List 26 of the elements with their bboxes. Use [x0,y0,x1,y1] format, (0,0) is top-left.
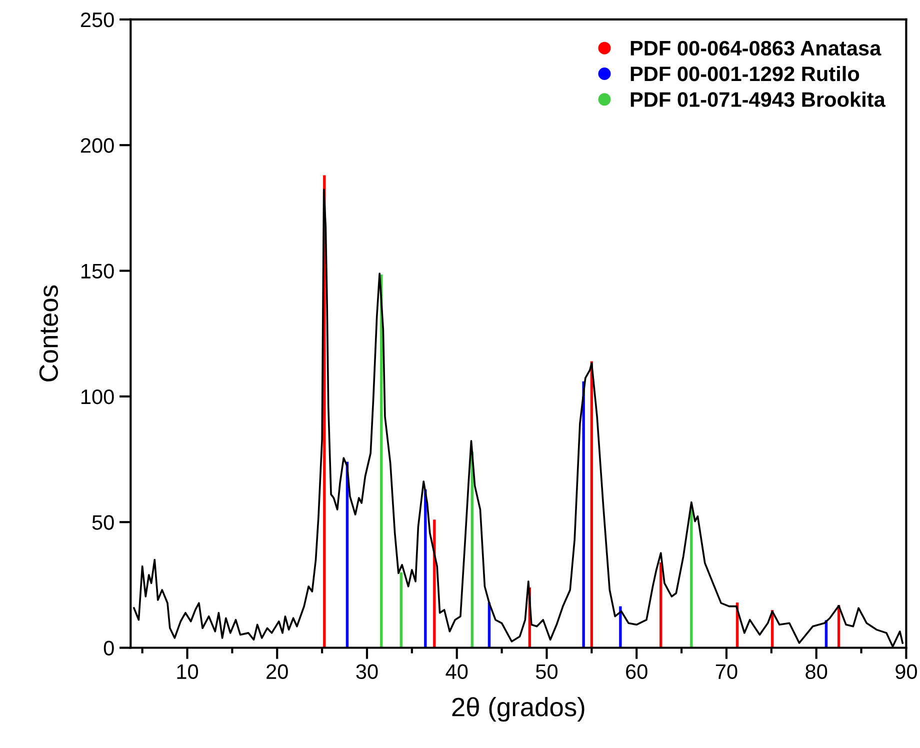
bar [582,381,585,648]
y-tick-label: 50 [92,515,114,530]
x-tick-label: 70 [716,664,738,680]
y-tick-label: 0 [104,640,114,656]
y-axis-title: Conteos [39,285,58,382]
legend-label: PDF 00-064-0863 Anatasa [630,40,882,56]
x-tick-label: 80 [806,664,828,680]
legend-label: PDF 00-001-1292 Rutilo [630,66,860,82]
y-tick-label: 250 [80,12,114,28]
bar [424,489,427,648]
bar [690,507,693,648]
x-tick-label: 50 [536,664,558,680]
x-axis-title: 2θ (grados) [452,697,584,722]
x-tick-label: 10 [177,664,198,680]
y-tick-label: 100 [82,389,114,404]
bar [400,572,402,648]
x-tick-label: 60 [626,664,648,680]
bar [619,606,622,648]
x-tick-label: 90 [896,664,917,680]
bar [660,562,662,648]
y-tick-label: 150 [82,264,114,279]
x-tick-label: 30 [356,664,378,680]
y-tick-label: 200 [80,138,114,153]
legend-label: PDF 01-071-4943 Brookita [630,92,886,107]
x-tick-label: 20 [266,664,288,680]
x-tick-label: 40 [446,664,468,680]
